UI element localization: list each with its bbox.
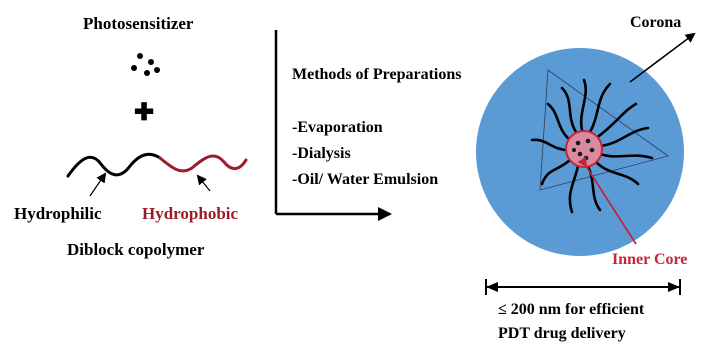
micelle-illustration [476, 32, 696, 256]
cutaway-outline [539, 69, 669, 191]
diblock-copolymer-label: Diblock copolymer [67, 240, 205, 259]
size-scale-bar [485, 279, 681, 295]
method-dialysis: -Dialysis [292, 145, 351, 162]
hydrophilic-label: Hydrophilic [14, 204, 102, 223]
diblock-copolymer-chain [66, 152, 248, 178]
photosensitizer-label: Photosensitizer [83, 14, 194, 33]
hydrophilic-pointer-arrow [89, 172, 107, 197]
inner-core-sphere [565, 130, 603, 168]
plus-icon: ✚ [134, 100, 155, 126]
inner-core-pointer-arrow [577, 156, 637, 245]
methods-title: Methods of Preparations [292, 66, 462, 83]
inner-core-label: Inner Core [612, 251, 688, 268]
corona-pointer-arrow [629, 32, 696, 83]
corona-label: Corona [630, 14, 682, 31]
hydrophobic-block [158, 154, 248, 173]
process-arrow [274, 30, 392, 221]
method-oil-water-emulsion: -Oil/ Water Emulsion [292, 171, 439, 188]
hydrophobic-label: Hydrophobic [142, 204, 239, 223]
method-evaporation: -Evaporation [292, 119, 383, 136]
photosensitizer-dots-icon [131, 53, 160, 76]
size-note-line1: ≤ 200 nm for efficient [498, 301, 645, 318]
size-note-line2: PDT drug delivery [498, 325, 626, 342]
hydrophilic-block [66, 152, 162, 178]
hydrophobic-pointer-arrow [196, 174, 211, 192]
